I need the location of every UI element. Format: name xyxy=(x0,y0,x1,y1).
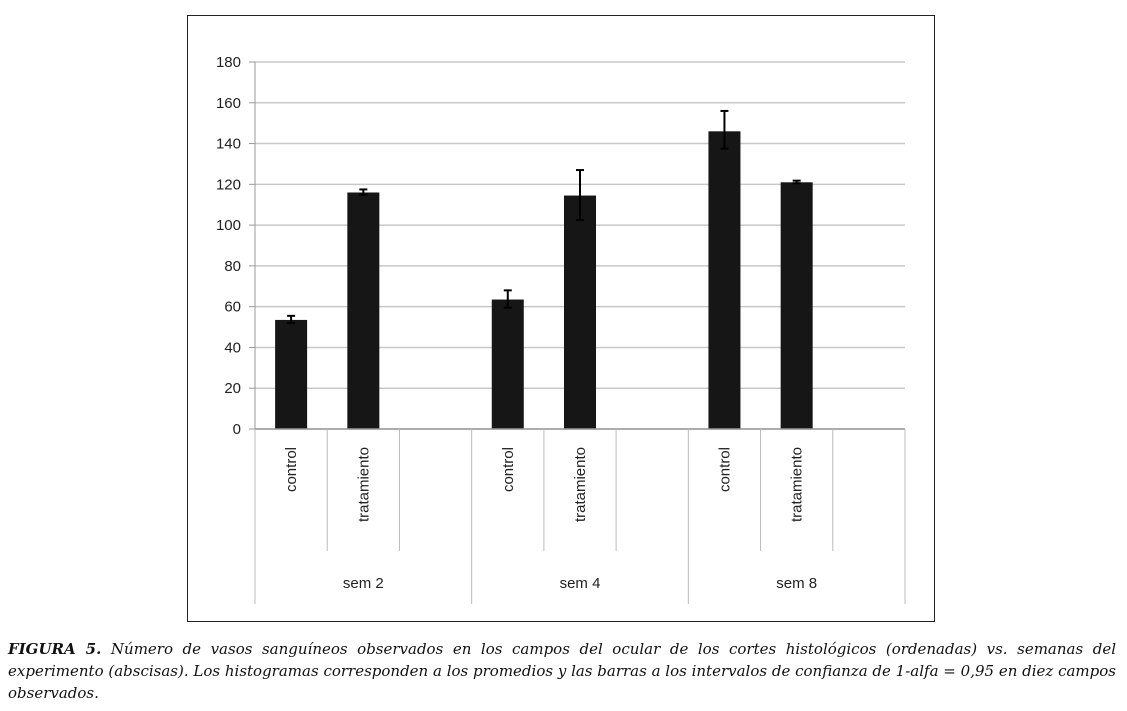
category-label-control: control xyxy=(283,447,300,492)
bar-tratamiento xyxy=(347,192,380,429)
y-tick-label: 100 xyxy=(216,217,241,234)
category-label-tratamiento: tratamiento xyxy=(789,447,806,522)
category-label-control: control xyxy=(716,447,733,492)
y-axis-ticks: 0 20 40 60 80 100 120 140 160 180 xyxy=(216,54,256,438)
bars xyxy=(275,131,813,430)
caption-label: FIGURA 5. xyxy=(8,640,102,658)
y-tick-label: 80 xyxy=(224,258,241,275)
chart-frame: 0 20 40 60 80 100 120 140 160 180 sem 2 sem 4 sem 8… xyxy=(187,15,935,622)
group-label: sem 2 xyxy=(343,575,384,592)
y-tick-label: 160 xyxy=(216,95,241,112)
group-label: sem 4 xyxy=(560,575,601,592)
y-tick-label: 0 xyxy=(233,421,241,438)
x-axis: sem 2 sem 4 sem 8 control tratamiento control… xyxy=(254,428,906,604)
category-label-tratamiento: tratamiento xyxy=(572,447,589,522)
figure-caption: FIGURA 5. Número de vasos sanguíneos obs… xyxy=(8,638,1116,704)
bar-control xyxy=(491,299,524,429)
bar-control xyxy=(708,131,741,430)
bar-control xyxy=(275,319,308,429)
category-label-control: control xyxy=(500,447,517,492)
category-label-tratamiento: tratamiento xyxy=(355,447,372,522)
y-tick-label: 60 xyxy=(224,299,241,316)
y-tick-label: 180 xyxy=(216,54,241,71)
bar-chart: 0 20 40 60 80 100 120 140 160 180 sem 2 sem 4 sem 8… xyxy=(216,54,906,604)
y-tick-label: 140 xyxy=(216,136,241,153)
bar-tratamiento xyxy=(564,195,596,429)
error-bars xyxy=(287,109,801,324)
group-label: sem 8 xyxy=(776,575,817,592)
bar-tratamiento xyxy=(780,182,813,429)
y-tick-label: 120 xyxy=(216,176,241,193)
y-tick-label: 20 xyxy=(224,380,241,397)
caption-text: Número de vasos sanguíneos observados en… xyxy=(8,640,1117,702)
y-tick-label: 40 xyxy=(224,339,241,356)
